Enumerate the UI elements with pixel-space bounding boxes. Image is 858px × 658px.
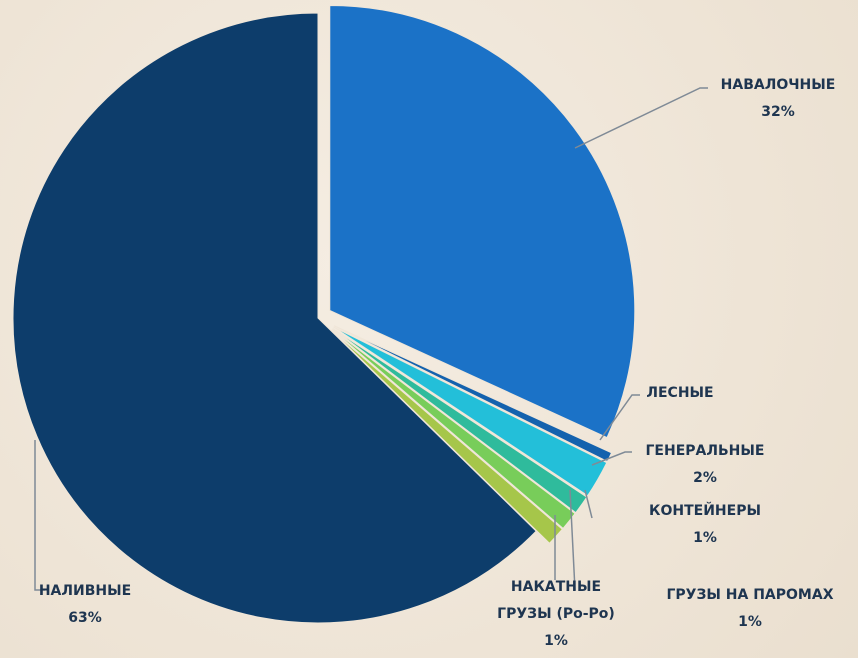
leader-line [34, 440, 45, 591]
slice [12, 12, 537, 624]
slice-label: НАКАТНЫЕ ГРУЗЫ (Ро-Ро) 1% [491, 574, 621, 655]
slice-label: ЛЕСНЫЕ [620, 380, 740, 407]
value-label: 1% [693, 530, 717, 546]
slice [334, 325, 613, 463]
value-label: 2% [693, 470, 717, 486]
slice-label: НАВАЛОЧНЫЕ 32% [678, 72, 858, 126]
leader-line [574, 87, 708, 149]
category-label: НАВАЛОЧНЫЕ [720, 77, 836, 93]
category-label: ГЕНЕРАЛЬНЫЕ [645, 443, 765, 459]
leader-line [599, 394, 640, 441]
category-label: НАКАТНЫЕ ГРУЗЫ (Ро-Ро) [497, 579, 615, 622]
slice [329, 4, 636, 439]
leader-line [569, 489, 576, 591]
category-label: НАЛИВНЫЕ [38, 583, 132, 599]
slice [331, 328, 576, 530]
slice-label: НАЛИВНЫЕ 63% [15, 578, 155, 632]
category-label: ЛЕСНЫЕ [646, 385, 714, 401]
value-label: 32% [761, 104, 795, 120]
value-label: 63% [68, 610, 102, 626]
leader-line [584, 489, 593, 519]
category-label: ГРУЗЫ НА ПАРОМАХ [666, 587, 834, 603]
slice-label: ГЕНЕРАЛЬНЫЕ 2% [605, 438, 805, 492]
category-label: КОНТЕЙНЕРЫ [649, 503, 761, 519]
leader-line [591, 451, 632, 466]
slice [330, 329, 564, 545]
slice-label: КОНТЕЙНЕРЫ 1% [605, 498, 805, 552]
value-label: 1% [544, 633, 568, 649]
value-label: 1% [738, 614, 762, 630]
slice-label: ГРУЗЫ НА ПАРОМАХ 1% [640, 582, 858, 636]
slice [333, 326, 608, 497]
